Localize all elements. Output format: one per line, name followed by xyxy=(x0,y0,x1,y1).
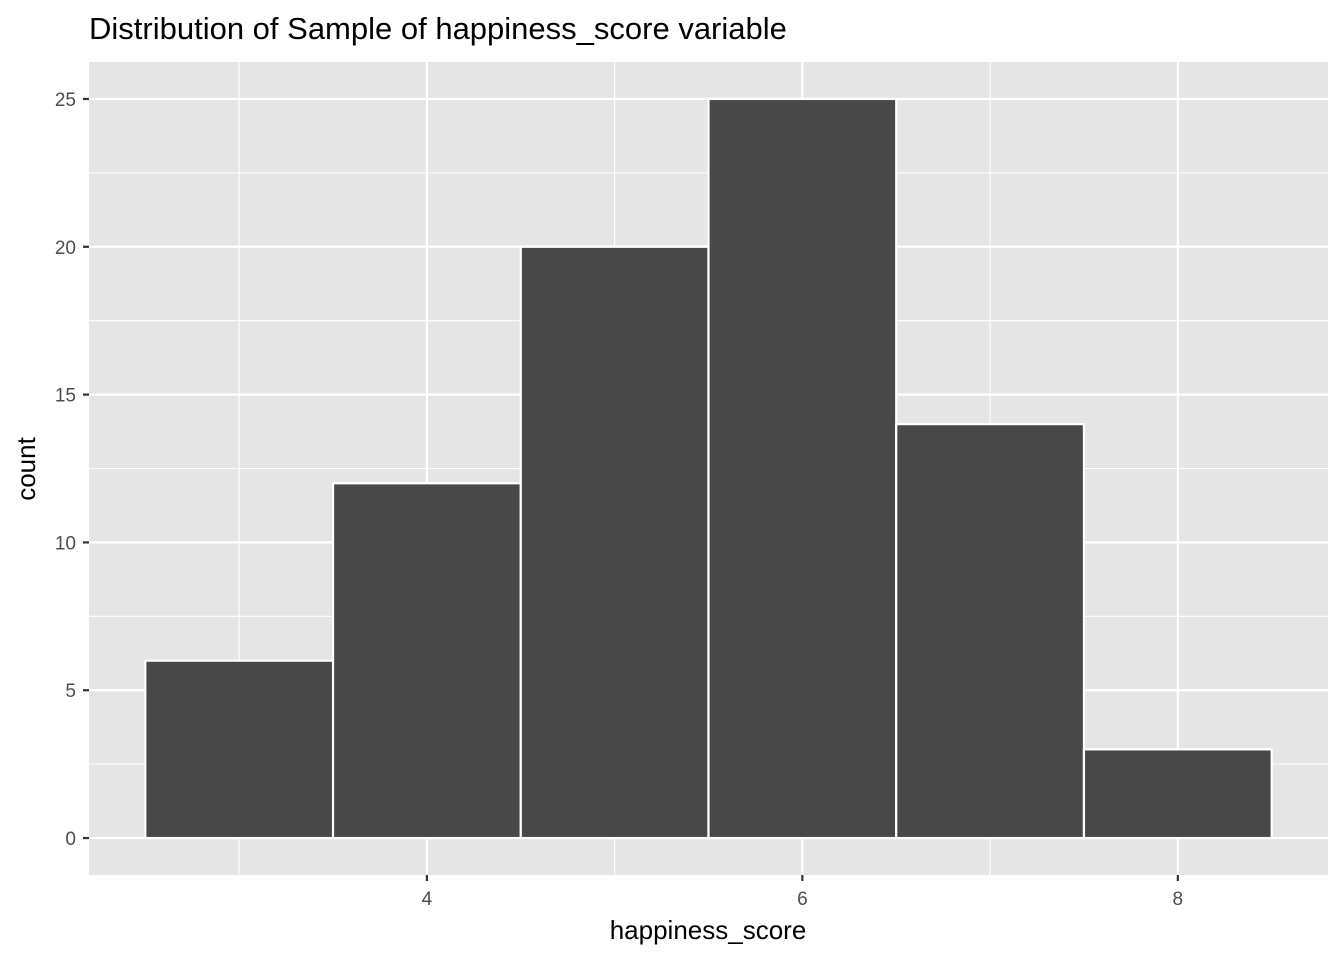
x-tick-label: 4 xyxy=(422,889,433,910)
x-tick-label: 6 xyxy=(797,889,808,910)
x-axis-title: happiness_score xyxy=(610,915,807,945)
histogram-bar xyxy=(331,482,522,840)
histogram-bars xyxy=(144,97,1273,840)
y-tick-label: 0 xyxy=(65,829,76,850)
histogram-bar xyxy=(144,659,335,840)
y-tick-label: 5 xyxy=(65,681,76,702)
y-axis-title: count xyxy=(11,436,41,500)
y-axis: 0 5 10 15 20 25 xyxy=(55,90,89,850)
histogram-bar xyxy=(1082,748,1273,840)
y-tick-label: 15 xyxy=(55,386,76,407)
y-tick-label: 20 xyxy=(55,238,76,259)
chart-title: Distribution of Sample of happiness_scor… xyxy=(89,11,787,46)
histogram-bar xyxy=(519,245,710,840)
y-tick-label: 25 xyxy=(55,90,76,111)
histogram-bar xyxy=(895,423,1086,840)
y-tick-label: 10 xyxy=(55,533,76,554)
x-axis: 4 6 8 xyxy=(422,875,1183,910)
x-tick-label: 8 xyxy=(1173,889,1184,910)
histogram-bar xyxy=(707,97,898,840)
